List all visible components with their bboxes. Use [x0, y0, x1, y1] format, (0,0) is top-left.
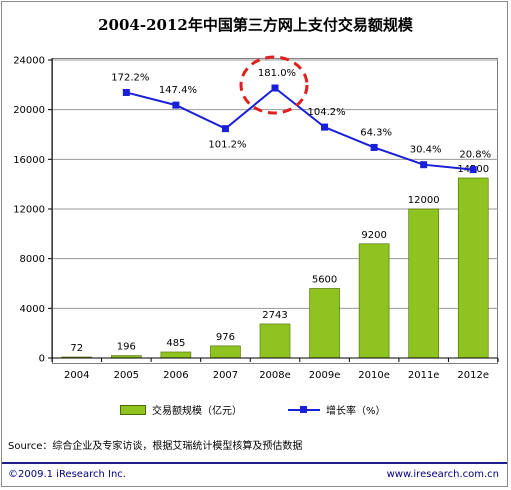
bar-2011e: [408, 208, 439, 359]
y-tick-label: 16000: [13, 155, 45, 166]
growth-value-label: 181.0%: [258, 68, 296, 79]
bar-value-label: 12000: [408, 195, 440, 206]
growth-marker: [271, 84, 279, 92]
bar-value-label: 976: [216, 332, 235, 343]
bar-value-label: 72: [70, 343, 83, 354]
bar-2007: [210, 345, 241, 359]
bar-value-label: 196: [117, 342, 136, 353]
x-tick-label: 2004: [64, 370, 89, 381]
legend-bar-swatch: [120, 404, 146, 415]
x-tick-label: 2012e: [457, 370, 489, 381]
growth-marker: [420, 161, 428, 169]
bar-value-label: 9200: [361, 230, 386, 241]
legend-item-bars: 交易额规模（亿元）: [120, 402, 242, 417]
growth-value-label: 104.2%: [307, 107, 345, 118]
growth-value-label: 172.2%: [111, 72, 149, 83]
growth-value-label: 64.3%: [360, 127, 392, 138]
growth-marker: [469, 166, 477, 174]
x-tick-label: 2011e: [408, 370, 440, 381]
x-tick-label: 2010e: [358, 370, 390, 381]
growth-value-labels: 172.2% 147.4% 101.2% 181.0% 104.2% 64.3% 30.4%…: [111, 68, 491, 161]
legend-line-swatch: [288, 405, 320, 415]
growth-line-series: [122, 84, 477, 174]
x-tick-label: 2006: [163, 370, 188, 381]
website-text: www.iresearch.com.cn: [386, 469, 499, 480]
legend-item-line: 增长率（%）: [288, 402, 386, 417]
y-tick-label: 24000: [13, 56, 45, 67]
y-tick-label: 0: [39, 354, 45, 365]
legend-bar-label: 交易额规模（亿元）: [152, 406, 242, 417]
y-tick-label: 4000: [20, 304, 45, 315]
x-tick-label: 2008e: [259, 370, 291, 381]
chart-svg: 0 4000 8000 12000 16000 20000 24000 72 196 485 97…: [13, 55, 499, 381]
bar-2012e: [457, 177, 489, 359]
highlight-annotation: [239, 55, 309, 115]
y-tick-label: 8000: [20, 254, 45, 265]
bar-value-label: 5600: [312, 274, 337, 285]
growth-marker: [172, 101, 180, 109]
chart-title: 2004-2012年中国第三方网上支付交易额规模: [98, 16, 413, 34]
growth-marker: [321, 123, 329, 131]
bar-value-label: 485: [166, 338, 185, 349]
copyright-text: ©2009.1 iResearch Inc.: [8, 469, 126, 480]
growth-marker: [370, 143, 378, 151]
bar-2006: [160, 351, 192, 359]
growth-value-label: 147.4%: [159, 85, 197, 96]
legend: 交易额规模（亿元） 增长率（%）: [120, 402, 440, 418]
growth-value-label: 30.4%: [410, 145, 442, 156]
bar-2008e: [259, 323, 291, 359]
growth-value-label: 20.8%: [459, 150, 491, 161]
x-axis: 2004 2005 2006 2007 2008e 2009e 2010e 2011e 2012…: [51, 357, 499, 381]
growth-marker: [122, 88, 130, 96]
source-note: Source：综合企业及专家访谈，根据艾瑞统计模型核算及预估数据: [8, 441, 303, 452]
bar-2010e: [358, 243, 390, 359]
y-tick-label: 20000: [13, 105, 45, 116]
x-tick-label: 2009e: [309, 370, 341, 381]
x-tick-label: 2005: [114, 370, 139, 381]
growth-line: [126, 86, 474, 171]
highlight-circle: [239, 55, 309, 115]
y-tick-label: 12000: [13, 205, 45, 216]
footer-rule: [2, 462, 507, 464]
growth-marker: [221, 125, 229, 133]
bar-value-label: 2743: [262, 310, 287, 321]
bar-series: [61, 177, 489, 359]
legend-line-label: 增长率（%）: [326, 406, 386, 417]
bar-2009e: [309, 288, 340, 359]
x-tick-label: 2007: [213, 370, 238, 381]
growth-value-label: 101.2%: [208, 140, 246, 151]
y-axis: 0 4000 8000 12000 16000 20000 24000: [13, 56, 53, 365]
